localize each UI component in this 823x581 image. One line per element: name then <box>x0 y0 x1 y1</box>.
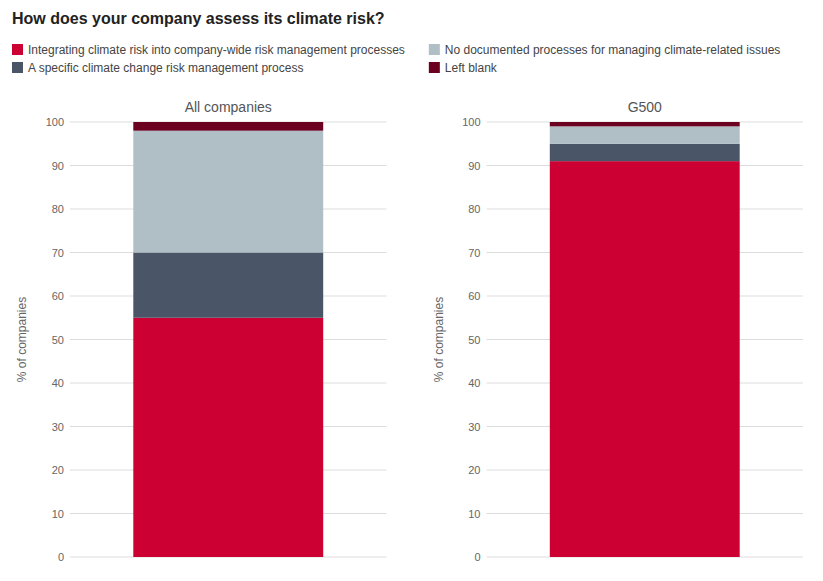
y-tick-label: 100 <box>46 116 64 128</box>
bar-segment <box>133 253 323 318</box>
y-tick-label: 30 <box>52 421 64 433</box>
legend-item: A specific climate change risk managemen… <box>12 61 303 75</box>
bar-segment <box>133 318 323 557</box>
y-tick-label: 90 <box>52 160 64 172</box>
legend-label: A specific climate change risk managemen… <box>28 61 303 75</box>
y-tick-label: 0 <box>58 551 64 563</box>
y-axis-label: % of companies <box>15 297 29 382</box>
legend-label: No documented processes for managing cli… <box>445 43 781 57</box>
bar-segment <box>550 144 740 161</box>
y-tick-label: 80 <box>52 203 64 215</box>
legend-item: No documented processes for managing cli… <box>429 43 781 57</box>
chart-title: G500 <box>628 99 662 115</box>
title: How does your company assess its climate… <box>12 10 385 27</box>
y-tick-label: 40 <box>52 377 64 389</box>
y-tick-label: 20 <box>468 464 480 476</box>
y-axis-label: % of companies <box>432 297 446 382</box>
y-tick-label: 40 <box>468 377 480 389</box>
y-tick-label: 30 <box>468 421 480 433</box>
y-tick-label: 90 <box>468 160 480 172</box>
legend-label: Left blank <box>445 61 498 75</box>
legend-item: Integrating climate risk into company-wi… <box>12 43 405 57</box>
legend-swatch <box>429 44 440 55</box>
y-tick-label: 70 <box>468 247 480 259</box>
y-tick-label: 50 <box>52 334 64 346</box>
chart-title: All companies <box>185 99 272 115</box>
y-tick-label: 0 <box>474 551 480 563</box>
y-tick-label: 60 <box>52 290 64 302</box>
legend-swatch <box>12 62 23 73</box>
y-tick-label: 100 <box>462 116 480 128</box>
bars <box>550 122 740 557</box>
legend-swatch <box>429 62 440 73</box>
bar-segment <box>133 131 323 253</box>
y-tick-label: 50 <box>468 334 480 346</box>
y-tick-label: 10 <box>468 508 480 520</box>
legend-swatch <box>12 44 23 55</box>
legend: Integrating climate risk into company-wi… <box>12 43 780 75</box>
bars <box>133 122 323 557</box>
bar-segment <box>550 161 740 557</box>
y-tick-label: 20 <box>52 464 64 476</box>
panel: 0 10 20 30 40 50 60 70 80 90 100 G500 % of companies <box>432 99 804 563</box>
bar-segment <box>133 122 323 131</box>
chart-root: How does your company assess its climate… <box>0 0 823 581</box>
panel: 0 10 20 30 40 50 60 70 80 90 100 All companies % of … <box>15 99 387 563</box>
legend-label: Integrating climate risk into company-wi… <box>28 43 405 57</box>
y-tick-label: 60 <box>468 290 480 302</box>
y-tick-label: 80 <box>468 203 480 215</box>
legend-item: Left blank <box>429 61 498 75</box>
bar-segment <box>550 126 740 143</box>
bar-segment <box>550 122 740 126</box>
y-tick-label: 10 <box>52 508 64 520</box>
y-tick-label: 70 <box>52 247 64 259</box>
